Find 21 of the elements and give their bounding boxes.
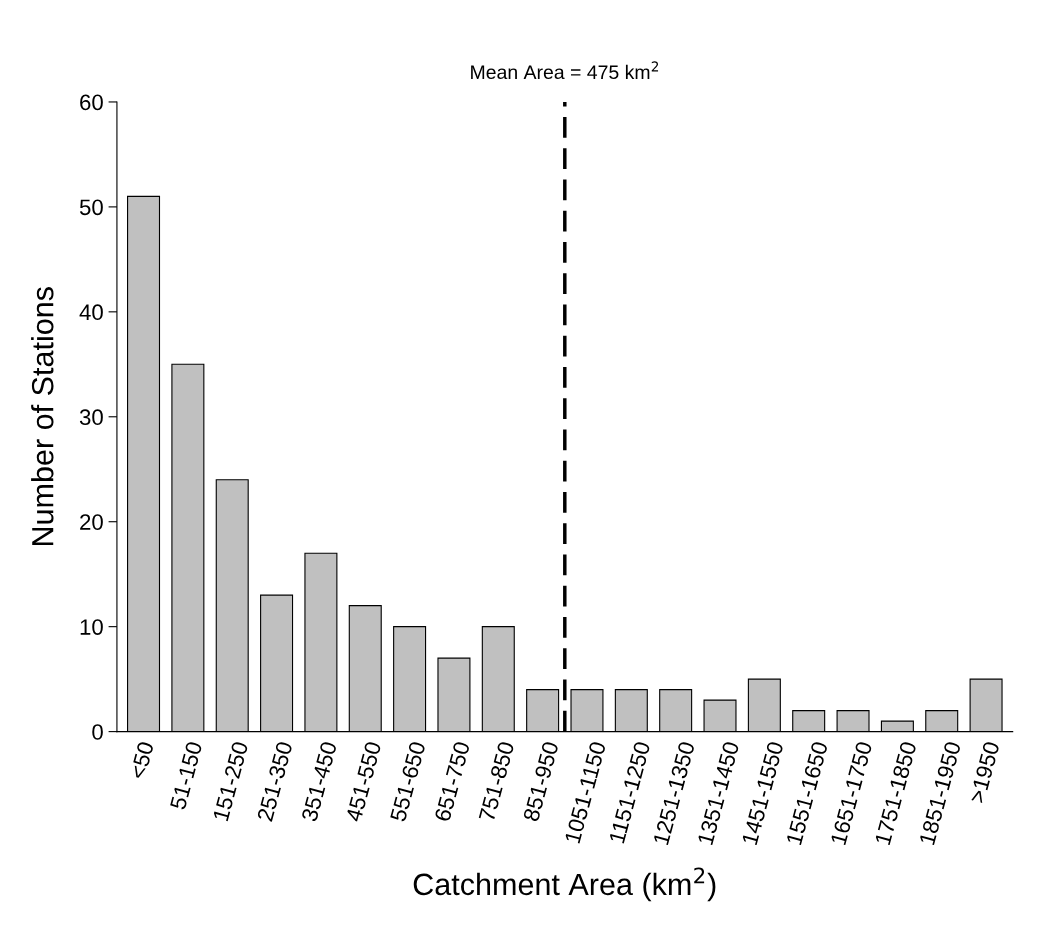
x-tick-label: 351-450 [301,740,337,823]
x-tick-label: 651-750 [434,740,471,822]
y-axis-title: Number of Stations [31,287,54,546]
x-tick-label: 151-250 [212,740,249,822]
x-tick-label: 751-850 [478,740,515,822]
y-tick-label: 20 [80,514,103,530]
y-tick-label: 0 [92,724,103,740]
y-tick-label: 30 [79,409,103,426]
x-tick-label: >1950 [968,740,1000,804]
y-tick-label: 10 [80,619,103,635]
x-tick-label: 251-350 [256,740,293,822]
x-tick-label: 851-950 [522,740,559,822]
x-axis-title: Catchment Area (km$^{2}$) [413,867,716,902]
y-tick-label: 40 [79,304,103,321]
x-tick-label: 551-650 [389,740,426,823]
x-tick-label: <50 [129,740,154,780]
y-tick-label: 50 [79,199,103,216]
x-tick-label: 51-150 [169,740,203,811]
text: Mean Area = 475 km$^{2}$ [471,61,659,80]
x-tick-label: 451-550 [345,740,382,823]
y-tick-label: 60 [80,94,103,111]
